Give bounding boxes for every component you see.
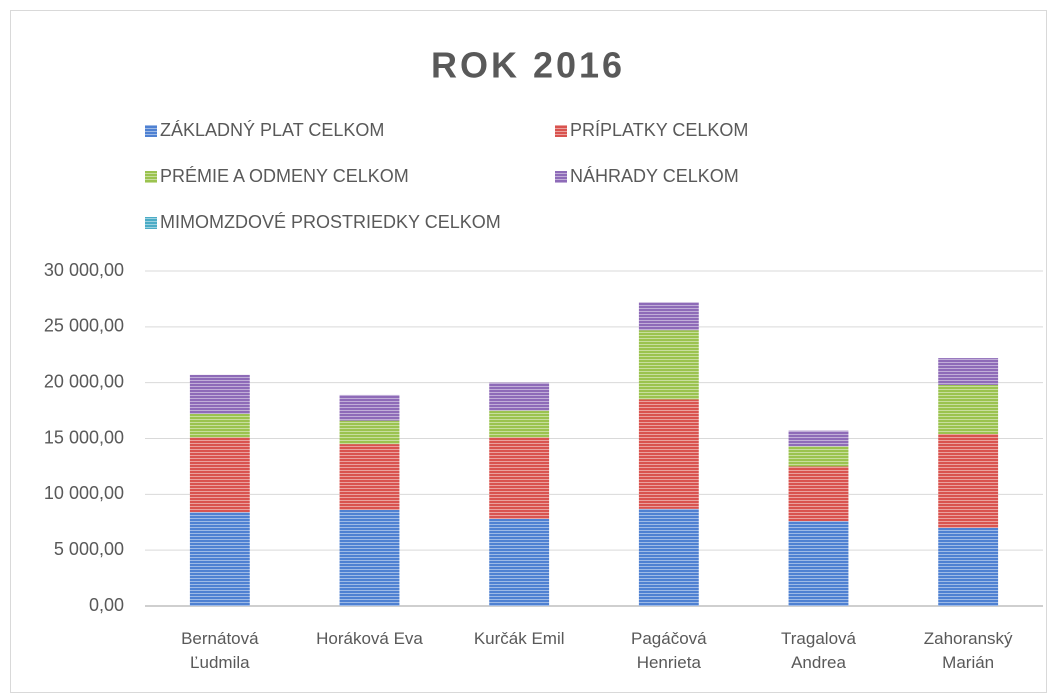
y-tick-label: 10 000,00 [44,483,124,503]
y-tick-label: 25 000,00 [44,316,124,336]
bar-segment [189,374,250,414]
bar-segment [938,358,999,385]
legend-swatch [555,125,567,137]
bar-segment [788,446,849,467]
bar-segment [489,410,550,438]
legend-label: NÁHRADY CELKOM [570,166,739,186]
bar-segment [339,509,400,606]
x-tick-label: Pagáčová Henrieta [631,629,707,672]
y-tick-label: 0,00 [89,595,124,615]
legend-swatch [145,125,157,137]
legend-label: PRÍPLATKY CELKOM [570,120,748,140]
legend-label: ZÁKLADNÝ PLAT CELKOM [160,120,384,140]
x-tick-label: Kurčák Emil [473,629,565,648]
y-tick-label: 15 000,00 [44,427,124,447]
y-tick-label: 20 000,00 [44,371,124,391]
bar-segment [788,466,849,522]
x-tick-label: Tragalová Andrea [781,629,856,672]
x-tick-label: Horáková Eva [316,629,423,648]
bar-segment [938,527,999,606]
bar-segment [638,399,699,509]
bar-segment [189,437,250,513]
legend-label: MIMOMZDOVÉ PROSTRIEDKY CELKOM [160,212,501,232]
chart-title: ROK 2016 [431,45,625,86]
legend-swatch [145,217,157,229]
bar-segment [638,508,699,606]
bar-segment [339,394,400,421]
bar-segment [489,382,550,411]
bar-segment [938,384,999,435]
legend-label: PRÉMIE A ODMENY CELKOM [160,166,409,186]
bar-segment [788,521,849,606]
legend-swatch [555,171,567,183]
y-tick-label: 30 000,00 [44,260,124,280]
bar-segment [638,302,699,331]
bar-segment [489,437,550,519]
bar-segment [339,444,400,510]
bar-segment [339,420,400,445]
x-tick-label: Zahoranský Marián [923,629,1013,672]
bar-segment [938,434,999,528]
x-tick-label: Bernátová Ľudmila [181,629,259,672]
bar-segment [189,413,250,438]
bar-segment [489,518,550,606]
bar-segment [189,512,250,606]
bar-segment [788,430,849,447]
legend-swatch [145,171,157,183]
bar-segment [638,330,699,400]
y-tick-label: 5 000,00 [54,539,124,559]
